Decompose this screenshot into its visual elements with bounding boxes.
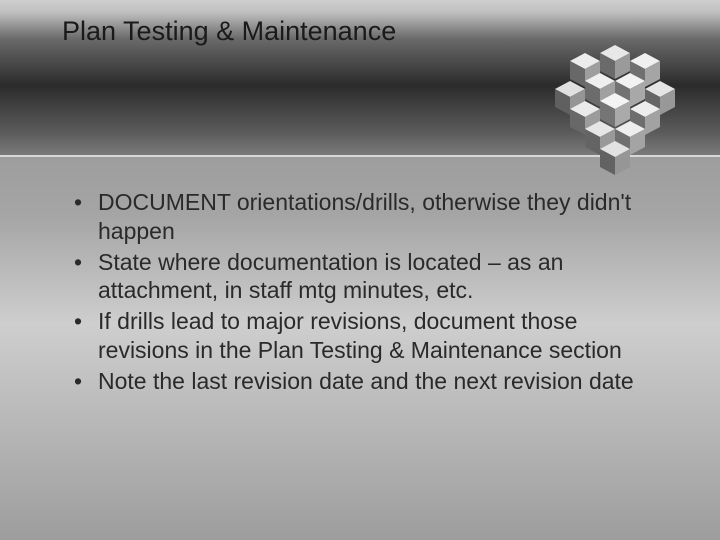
list-item: If drills lead to major revisions, docum… bbox=[70, 307, 650, 365]
list-item: Note the last revision date and the next… bbox=[70, 367, 650, 396]
list-item: DOCUMENT orientations/drills, otherwise … bbox=[70, 188, 650, 246]
list-item: State where documentation is located – a… bbox=[70, 248, 650, 306]
bullet-list: DOCUMENT orientations/drills, otherwise … bbox=[70, 188, 650, 395]
cube-cluster-icon bbox=[520, 30, 700, 190]
bullet-content: DOCUMENT orientations/drills, otherwise … bbox=[70, 188, 650, 397]
slide-title: Plan Testing & Maintenance bbox=[62, 16, 396, 47]
